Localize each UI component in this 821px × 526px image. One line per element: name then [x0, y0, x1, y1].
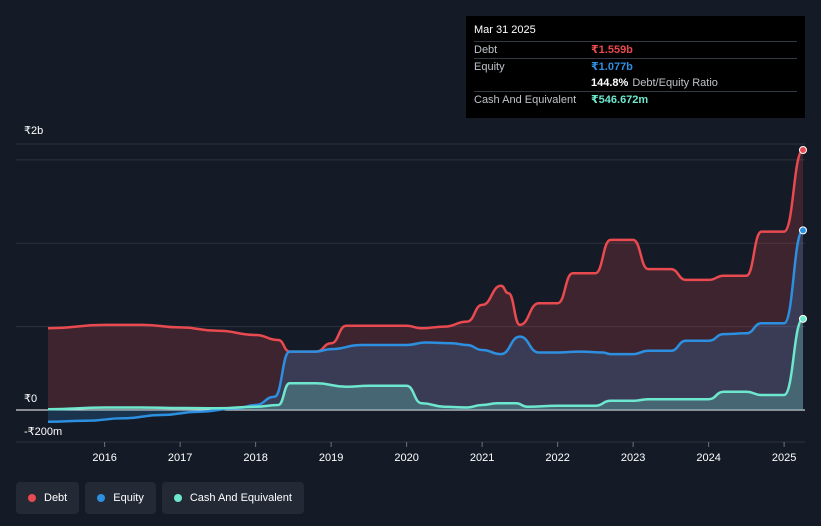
tooltip-ratio-spacer: [474, 75, 591, 91]
x-tick-label-3: 2019: [319, 452, 343, 464]
endpoint-debt: [799, 146, 807, 154]
tooltip-equity-label: Equity: [474, 61, 505, 73]
legend-item-debt[interactable]: Debt: [16, 482, 80, 514]
legend-label-debt: Debt: [44, 492, 68, 504]
tooltip-date: Mar 31 2025: [474, 24, 536, 36]
x-axis: 2016 2017 2018 2019 2020 2021 2022 2023 2024 2025: [92, 442, 796, 464]
tooltip-ratio-value: 144.8%: [591, 77, 629, 89]
x-tick-label-8: 2024: [696, 452, 720, 464]
legend-dot-debt-icon: [28, 494, 36, 502]
legend-dot-cash-icon: [173, 494, 182, 502]
y-tick-label-0: ₹2b: [24, 125, 43, 137]
tooltip-row-debt: Debt ₹1.559b: [474, 41, 797, 58]
tooltip-cash-value: ₹546.672m: [591, 94, 649, 106]
tooltip-row-equity: Equity ₹1.077b: [474, 58, 797, 75]
endpoint-equity: [799, 226, 807, 235]
y-tick-label-1: ₹0: [24, 393, 37, 405]
tooltip-equity-value: ₹1.077b: [591, 61, 633, 73]
line-debt: [47, 148, 805, 353]
line-cash: [47, 317, 805, 411]
tooltip-row-cash: Cash And Equivalent ₹546.672m: [474, 91, 797, 108]
series-lines: [47, 148, 805, 423]
area-cash: [48, 318, 803, 410]
legend-dot-equity-icon: [97, 494, 106, 502]
legend-item-equity[interactable]: Equity: [85, 482, 156, 514]
line-equity: [47, 229, 805, 423]
x-tick-label-7: 2023: [621, 452, 645, 464]
series-endpoints: [799, 146, 807, 323]
tooltip-panel: Mar 31 2025 Debt ₹1.559b Equity ₹1.077b …: [466, 16, 805, 118]
x-tick-label-9: 2025: [772, 452, 796, 464]
legend-label-equity: Equity: [113, 492, 144, 504]
x-tick-label-1: 2017: [168, 452, 192, 464]
series-areas: [48, 150, 803, 422]
chart-legend: Debt Equity Cash And Equivalent: [16, 482, 304, 514]
tooltip-debt-value: ₹1.559b: [591, 44, 633, 56]
tooltip-row-ratio: 144.8% Debt/Equity Ratio: [474, 75, 797, 91]
legend-item-cash[interactable]: Cash And Equivalent: [161, 482, 304, 514]
x-tick-label-0: 2016: [92, 452, 116, 464]
x-tick-label-5: 2021: [470, 452, 494, 464]
area-equity: [48, 230, 803, 422]
x-tick-label-6: 2022: [545, 452, 569, 464]
tooltip-debt-label: Debt: [474, 44, 498, 56]
y-axis: ₹2b ₹0 -₹200m: [24, 125, 62, 438]
y-tick-label-2: -₹200m: [24, 426, 62, 438]
legend-label-cash: Cash And Equivalent: [189, 492, 292, 504]
x-tick-label-2: 2018: [243, 452, 267, 464]
grid-lines: [16, 143, 805, 443]
tooltip-ratio-label: Debt/Equity Ratio: [632, 77, 718, 89]
endpoint-cash: [799, 314, 807, 323]
tooltip-cash-label: Cash And Equivalent: [474, 94, 577, 106]
area-debt: [48, 150, 803, 410]
x-tick-label-4: 2020: [394, 452, 418, 464]
